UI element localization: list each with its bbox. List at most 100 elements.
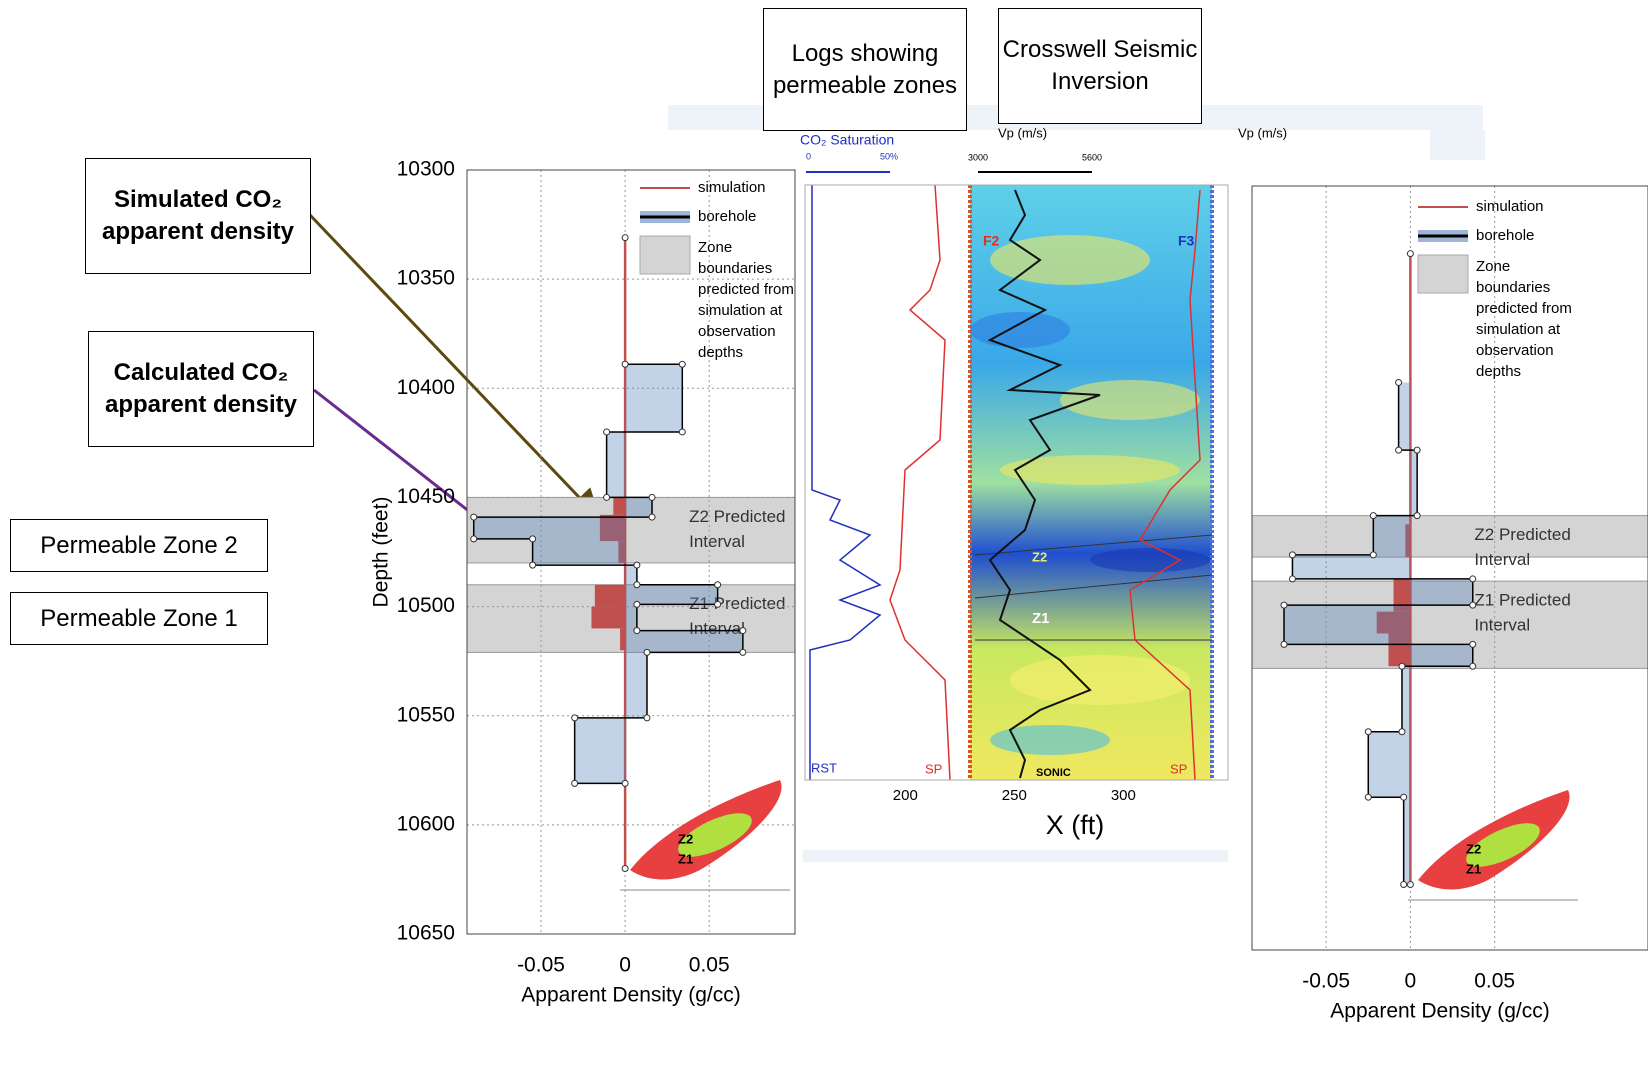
data-point	[622, 866, 628, 872]
data-point	[1407, 251, 1413, 257]
x-tick-label: 300	[1111, 787, 1136, 804]
data-point	[1470, 602, 1476, 608]
y-tick-label: 10500	[397, 594, 455, 617]
arrow	[310, 215, 596, 515]
legend-label: predicted from	[1476, 300, 1572, 317]
x-axis-label: X (ft)	[1046, 810, 1105, 840]
zone-band	[1252, 516, 1648, 557]
zone-label: Interval	[1474, 616, 1530, 635]
data-point	[530, 562, 536, 568]
data-point	[644, 649, 650, 655]
log-label: F3	[1178, 233, 1195, 249]
legend-label: borehole	[698, 208, 756, 225]
callout: Calculated CO₂ apparent density	[88, 331, 314, 447]
data-point	[634, 601, 640, 607]
legend-label: simulation at	[698, 302, 783, 319]
data-point	[1470, 576, 1476, 582]
legend-label: simulation	[698, 179, 766, 196]
data-point	[1396, 447, 1402, 453]
y-tick-label: 10300	[397, 158, 455, 181]
data-point	[1365, 794, 1371, 800]
x-axis-label: Apparent Density (g/cc)	[521, 984, 740, 1007]
band	[803, 850, 1228, 862]
data-point	[644, 715, 650, 721]
data-point	[471, 514, 477, 520]
inset-label: Z1	[678, 851, 693, 866]
x-axis-label: Apparent Density (g/cc)	[1330, 1000, 1549, 1023]
legend-label: predicted from	[698, 281, 794, 298]
rst-log	[810, 185, 880, 780]
data-point	[622, 780, 628, 786]
x-tick-label: 250	[1002, 787, 1027, 804]
zone-label: Z2 Predicted	[689, 507, 785, 526]
log-label: SP	[1170, 761, 1187, 776]
zone-label: Interval	[1474, 550, 1530, 569]
data-point	[649, 494, 655, 500]
log-label: Vp (m/s)	[1238, 125, 1287, 140]
log-label: Z1	[1032, 610, 1050, 627]
data-point	[572, 780, 578, 786]
simulation-bar	[591, 607, 625, 629]
x-tick-label: 0.05	[1474, 970, 1515, 993]
inset-label: Z1	[1466, 861, 1481, 876]
log-label: RST	[811, 760, 837, 775]
x-tick-label: -0.05	[517, 954, 565, 977]
callout: Permeable Zone 2	[10, 519, 268, 572]
legend-swatch	[640, 236, 690, 274]
callout: Crosswell Seismic Inversion	[998, 8, 1202, 124]
data-point	[1470, 641, 1476, 647]
y-tick-label: 10400	[397, 376, 455, 399]
x-tick-label: 0	[1405, 970, 1417, 993]
data-point	[622, 235, 628, 241]
data-point	[634, 582, 640, 588]
sp-log	[890, 185, 950, 780]
data-point	[1370, 513, 1376, 519]
data-point	[1289, 576, 1295, 582]
inset-label: Z2	[1466, 841, 1481, 856]
log-label: Z2	[1032, 549, 1047, 564]
legend-label: depths	[1476, 363, 1521, 380]
data-point	[1399, 729, 1405, 735]
band	[1430, 130, 1485, 160]
legend-label: Zone	[1476, 258, 1510, 275]
log-label: 50%	[880, 151, 898, 161]
callout: Simulated CO₂ apparent density	[85, 158, 311, 274]
simulation-bar	[595, 585, 625, 607]
log-label: SP	[925, 761, 942, 776]
log-label: 5600	[1082, 152, 1102, 162]
data-point	[1470, 663, 1476, 669]
data-point	[1370, 552, 1376, 558]
log-label: 3000	[968, 152, 988, 162]
data-point	[1289, 552, 1295, 558]
data-point	[740, 628, 746, 634]
zone-label: Z2 Predicted	[1474, 525, 1570, 544]
data-point	[1281, 641, 1287, 647]
data-point	[715, 582, 721, 588]
callout: Permeable Zone 1	[10, 592, 268, 645]
data-point	[604, 494, 610, 500]
log-label: 0	[806, 151, 811, 161]
y-tick-label: 10350	[397, 267, 455, 290]
data-point	[1399, 663, 1405, 669]
y-tick-label: 10650	[397, 922, 455, 945]
data-point	[634, 628, 640, 634]
data-point	[634, 562, 640, 568]
y-axis-label: Depth (feet)	[370, 497, 393, 608]
data-point	[1401, 794, 1407, 800]
x-tick-label: 0	[619, 954, 631, 977]
log-label: Vp (m/s)	[998, 125, 1047, 140]
data-point	[1401, 882, 1407, 888]
x-tick-label: -0.05	[1302, 970, 1350, 993]
legend-label: observation	[1476, 342, 1554, 359]
data-point	[604, 429, 610, 435]
legend-label: boundaries	[1476, 279, 1550, 296]
x-tick-label: 0.05	[689, 954, 730, 977]
data-point	[1281, 602, 1287, 608]
data-point	[1365, 729, 1371, 735]
legend-label: boundaries	[698, 260, 772, 277]
data-point	[530, 536, 536, 542]
data-point	[679, 361, 685, 367]
data-point	[1396, 379, 1402, 385]
simulation-bar	[613, 497, 625, 514]
legend-label: simulation	[1476, 198, 1544, 215]
